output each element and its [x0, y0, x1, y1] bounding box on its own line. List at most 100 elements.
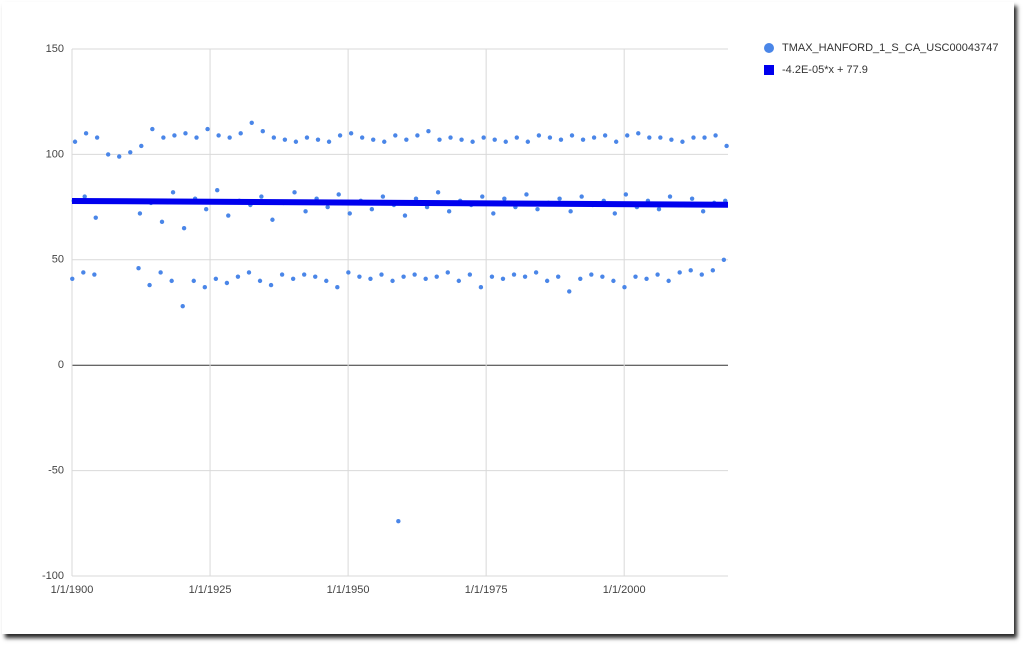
data-point	[622, 285, 627, 290]
data-point	[636, 131, 641, 136]
data-point	[215, 188, 220, 193]
data-point	[489, 274, 495, 279]
data-point	[415, 133, 420, 138]
data-point	[666, 278, 671, 284]
data-point	[105, 152, 111, 157]
data-point	[434, 274, 439, 279]
data-point	[268, 282, 274, 288]
data-point	[336, 192, 341, 197]
trend-line	[71, 197, 729, 208]
data-point	[226, 213, 231, 218]
data-point	[315, 137, 321, 142]
data-point	[724, 143, 729, 149]
data-point	[396, 518, 401, 524]
data-point	[325, 204, 330, 210]
data-point	[558, 137, 564, 142]
data-point	[259, 194, 264, 199]
data-point	[301, 272, 307, 277]
data-point	[194, 135, 199, 140]
data-point	[382, 139, 387, 144]
data-point	[613, 139, 619, 144]
data-point	[567, 289, 572, 294]
data-point	[401, 274, 406, 279]
legend: TMAX_HANFORD_1_S_CA_USC00043747 -4.2E-05*…	[764, 42, 998, 76]
data-point	[511, 272, 517, 277]
data-point	[227, 135, 232, 140]
y-tick-label: 0	[58, 359, 64, 371]
data-point	[446, 209, 452, 214]
data-point	[579, 194, 584, 199]
data-point	[303, 209, 308, 214]
data-point	[658, 135, 663, 140]
data-point	[514, 135, 519, 140]
data-point	[522, 274, 528, 279]
data-point	[172, 133, 177, 138]
data-point	[655, 272, 660, 277]
data-point	[689, 196, 695, 201]
chart-card: -100 -50 0 50 100 150 1/1/1900 1/1/1925 1/1/1950…	[2, 2, 1014, 634]
data-point	[680, 139, 685, 144]
data-point	[235, 274, 241, 279]
data-point	[602, 133, 608, 138]
data-point	[426, 129, 431, 134]
data-point	[282, 137, 288, 142]
data-point	[710, 268, 716, 273]
legend-marker	[764, 65, 774, 75]
legend-marker	[764, 43, 774, 53]
data-point	[557, 196, 562, 201]
data-point	[600, 274, 605, 279]
data-point	[580, 137, 586, 142]
data-point	[380, 194, 386, 199]
data-point	[191, 278, 196, 284]
data-point	[117, 154, 122, 159]
data-point	[82, 194, 87, 199]
data-point	[480, 194, 485, 199]
data-point	[713, 133, 718, 138]
data-point	[93, 215, 98, 220]
x-tick-label: 1/1/1950	[327, 584, 370, 596]
data-point	[591, 135, 597, 140]
data-point	[203, 207, 209, 212]
data-point	[324, 278, 329, 284]
data-point	[669, 137, 674, 142]
data-point	[246, 270, 252, 275]
data-point	[721, 257, 727, 262]
data-point	[270, 217, 275, 222]
data-point	[347, 211, 352, 216]
data-point	[589, 272, 594, 277]
data-point	[279, 272, 285, 277]
data-point	[647, 135, 652, 140]
y-tick-label: 150	[46, 43, 64, 55]
data-point	[435, 190, 441, 195]
x-tick-label: 1/1/1975	[465, 584, 508, 596]
data-point	[412, 272, 417, 277]
y-tick-label: 100	[46, 148, 64, 160]
data-point	[544, 278, 550, 284]
data-point	[348, 131, 354, 136]
data-point	[326, 139, 332, 144]
data-point	[137, 211, 143, 216]
data-point	[169, 278, 174, 284]
data-point	[633, 274, 638, 279]
data-point	[260, 129, 265, 134]
chart: -100 -50 0 50 100 150 1/1/1900 1/1/1925 1/1/1950…	[42, 42, 998, 596]
data-point	[500, 276, 506, 281]
data-point	[677, 270, 682, 275]
data-point	[83, 131, 89, 136]
data-point	[448, 135, 453, 140]
data-point	[478, 285, 484, 290]
data-point	[667, 194, 673, 199]
data-point	[158, 270, 163, 275]
data-point	[202, 285, 208, 290]
data-point	[413, 196, 419, 201]
data-point	[213, 276, 219, 281]
data-point	[161, 135, 166, 140]
data-point	[292, 190, 297, 195]
data-point	[139, 143, 144, 149]
data-point	[128, 150, 133, 155]
data-point	[180, 303, 185, 309]
data-point	[81, 270, 86, 275]
data-point	[423, 276, 428, 281]
data-point	[136, 266, 141, 271]
legend-label: TMAX_HANFORD_1_S_CA_USC00043747	[782, 42, 998, 54]
